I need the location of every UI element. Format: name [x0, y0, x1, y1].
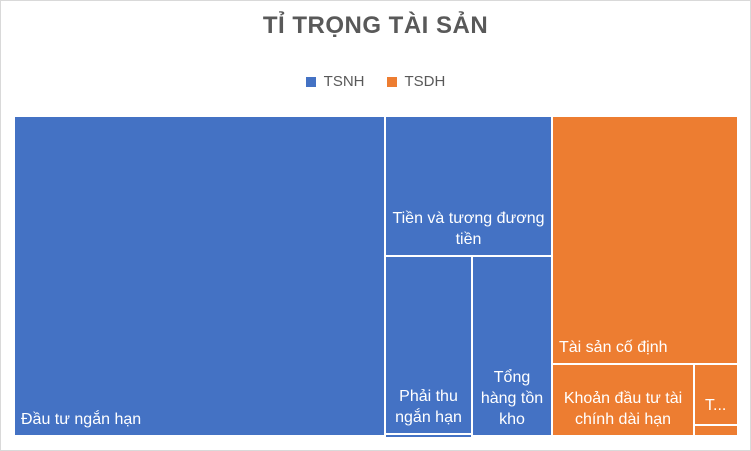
- legend-swatch-tsdh: [386, 76, 397, 87]
- chart-title: TỈ TRỌNG TÀI SẢN: [262, 12, 489, 39]
- tile-label: Khoản đầu tư tài chính dài hạn: [563, 390, 683, 428]
- treemap-tile-small-tsnh: [384, 433, 473, 439]
- treemap-tile-t: T...: [693, 363, 739, 426]
- tile-label: Phải thu ngắn hạn: [395, 388, 462, 426]
- tile-label: Tiền và tương đương tiền: [392, 210, 545, 248]
- treemap-tile-small-tsdh: [693, 424, 739, 437]
- legend-item-tsnh: TSNH: [305, 73, 365, 90]
- treemap-tile-tien-va-tuong-duong-tien: Tiền và tương đương tiền: [384, 115, 553, 257]
- treemap-tile-phai-thu-ngan-han: Phải thu ngắn hạn: [384, 255, 473, 435]
- legend-label-tsnh: TSNH: [323, 73, 365, 90]
- treemap-tile-tong-hang-ton-kho: Tổng hàng tồn kho: [471, 255, 553, 437]
- legend-label-tsdh: TSDH: [404, 73, 446, 90]
- legend-swatch-tsnh: [305, 76, 316, 87]
- treemap-tile-tai-san-co-dinh: Tài sản cố định: [551, 115, 739, 365]
- treemap-tile-khoan-dau-tu-tai-chinh-dai-han: Khoản đầu tư tài chính dài hạn: [551, 363, 695, 437]
- tile-label: Tài sản cố định: [559, 339, 668, 356]
- treemap-tile-dau-tu-ngan-han: Đầu tư ngắn hạn: [13, 115, 386, 437]
- chart-legend: TSNH TSDH: [0, 73, 751, 90]
- tile-label: Đầu tư ngắn hạn: [21, 411, 142, 428]
- legend-item-tsdh: TSDH: [386, 73, 446, 90]
- tile-label: Tổng hàng tồn kho: [480, 369, 544, 428]
- tile-label: T...: [705, 397, 727, 414]
